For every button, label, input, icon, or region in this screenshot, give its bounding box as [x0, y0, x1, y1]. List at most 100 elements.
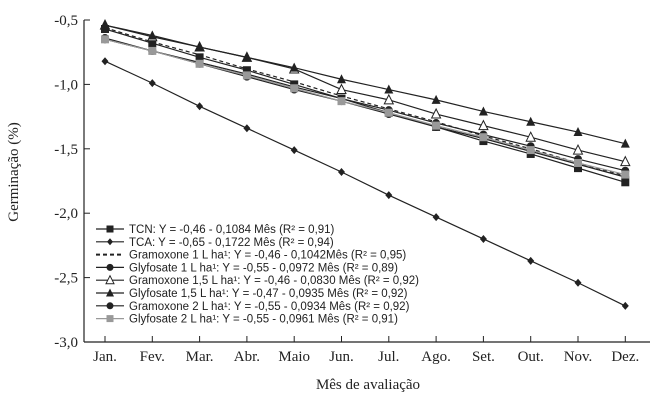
legend-label: Gramoxone 2 L ha¹: Y = -0,55 - 0,0934 Mê… — [129, 301, 410, 313]
x-tick-label: Nov. — [564, 349, 593, 365]
series-line — [104, 24, 626, 145]
legend-item: TCA: Y = -0,65 - 0,1722 Mês (R² = 0,94) — [96, 237, 334, 249]
point-marker — [101, 57, 109, 66]
x-tick-label: Dez. — [611, 349, 639, 365]
point-marker — [478, 119, 489, 131]
point-marker — [106, 225, 114, 233]
point-marker — [573, 127, 583, 137]
point-marker — [148, 79, 156, 88]
point-marker — [431, 94, 441, 104]
point-marker — [383, 93, 395, 105]
x-axis-title: Mês de avaliação — [316, 377, 420, 393]
point-marker — [621, 178, 630, 187]
point-marker — [574, 278, 582, 287]
y-tick-label: -1,5 — [54, 142, 78, 158]
point-marker — [106, 288, 114, 297]
series-6 — [100, 20, 630, 148]
point-marker — [385, 191, 393, 200]
y-axis-title: Germinação (%) — [6, 122, 22, 222]
point-marker — [195, 53, 204, 62]
legend-label: Glyfosate 1 L ha¹: Y = -0,55 - 0,0972 Mê… — [129, 262, 398, 274]
series-line — [104, 27, 626, 177]
point-marker — [432, 121, 441, 130]
point-marker — [242, 52, 252, 62]
x-tick-label: Jan. — [93, 349, 117, 365]
point-marker — [290, 146, 298, 155]
x-tick-label: Mar. — [186, 349, 214, 365]
point-marker — [107, 238, 113, 246]
point-marker — [432, 213, 440, 222]
x-tick-label: Set. — [472, 349, 495, 365]
point-marker — [384, 108, 393, 117]
point-marker — [106, 315, 114, 323]
point-marker — [621, 301, 629, 310]
series-line — [104, 38, 626, 178]
point-marker — [105, 274, 115, 285]
series-line — [104, 28, 626, 183]
legend-label: Glyfosate 2 L ha¹: Y = -0,55 - 0,0961 Mê… — [129, 314, 398, 326]
point-marker — [525, 131, 537, 142]
point-marker — [479, 133, 488, 142]
series-8 — [101, 35, 630, 179]
legend-item: Gramoxone 2 L ha¹: Y = -0,55 - 0,0934 Mê… — [96, 301, 410, 313]
series-layer — [99, 19, 631, 310]
point-marker — [147, 30, 157, 40]
x-tick-label: Abr. — [234, 349, 260, 365]
x-tick-label: Ago. — [421, 349, 451, 365]
point-marker — [527, 256, 535, 265]
point-marker — [619, 155, 631, 167]
x-tick-label: Jun. — [329, 349, 354, 365]
point-marker — [148, 39, 157, 48]
series-line — [104, 24, 626, 163]
point-marker — [572, 143, 584, 155]
y-tick-label: -0,5 — [54, 13, 78, 29]
series-3 — [104, 27, 626, 177]
point-marker — [243, 124, 251, 133]
legend-label: TCA: Y = -0,65 - 0,1722 Mês (R² = 0,94) — [129, 237, 334, 249]
point-marker — [430, 107, 442, 119]
point-marker — [195, 59, 204, 68]
point-marker — [337, 74, 346, 84]
series-line — [104, 38, 626, 176]
legend-item: Glyfosate 2 L ha¹: Y = -0,55 - 0,0961 Mê… — [96, 314, 398, 326]
series-7 — [101, 34, 630, 175]
point-marker — [337, 97, 346, 106]
y-tick-label: -3,0 — [54, 335, 78, 351]
point-marker — [621, 170, 630, 179]
point-marker — [106, 302, 114, 310]
chart-axes: -0,5 -1,0 -1,5 -2,0 -2,5 -3,0 Jan. Fev. Mar. Abr.… — [54, 13, 650, 365]
series-line — [104, 37, 626, 172]
point-marker — [242, 71, 251, 80]
legend-label: Gramoxone 1 L ha¹: Y = -0,46 - 0,1042Mês… — [129, 250, 406, 262]
point-marker — [526, 116, 536, 126]
point-marker — [100, 20, 110, 30]
legend-item: Glyfosate 1 L ha¹: Y = -0,55 - 0,0972 Mê… — [96, 262, 398, 274]
point-marker — [620, 138, 630, 148]
point-marker — [479, 234, 487, 243]
legend-label: Gramoxone 1,5 L ha¹: Y = -0,46 - 0,0830 … — [129, 275, 419, 287]
point-marker — [336, 83, 347, 95]
legend-item: Gramoxone 1,5 L ha¹: Y = -0,46 - 0,0830 … — [96, 274, 419, 287]
point-marker — [106, 263, 114, 271]
point-marker — [196, 102, 204, 111]
legend-item: Gramoxone 1 L ha¹: Y = -0,46 - 0,1042Mês… — [96, 250, 406, 262]
legend-item: Glyfosate 1,5 L ha¹: Y = -0,47 - 0,0935 … — [96, 288, 408, 300]
point-marker — [195, 42, 205, 52]
x-tick-label: Maio — [278, 349, 310, 365]
legend-label: TCN: Y = -0,46 - 0,1084 Mês (R² = 0,91) — [129, 224, 335, 236]
point-marker — [148, 46, 157, 55]
y-tick-label: -2,5 — [54, 271, 78, 287]
point-marker — [574, 158, 582, 167]
y-tick-label: -2,0 — [54, 206, 78, 222]
point-marker — [101, 35, 109, 44]
point-marker — [526, 146, 535, 155]
chart-legend: TCN: Y = -0,46 - 0,1084 Mês (R² = 0,91)T… — [96, 224, 419, 326]
point-marker — [478, 106, 488, 116]
x-tick-label: Out. — [518, 349, 544, 365]
point-marker — [338, 167, 345, 176]
point-marker — [289, 62, 299, 72]
point-marker — [290, 84, 299, 93]
point-marker — [384, 84, 394, 94]
legend-label: Glyfosate 1,5 L ha¹: Y = -0,47 - 0,0935 … — [129, 288, 408, 300]
